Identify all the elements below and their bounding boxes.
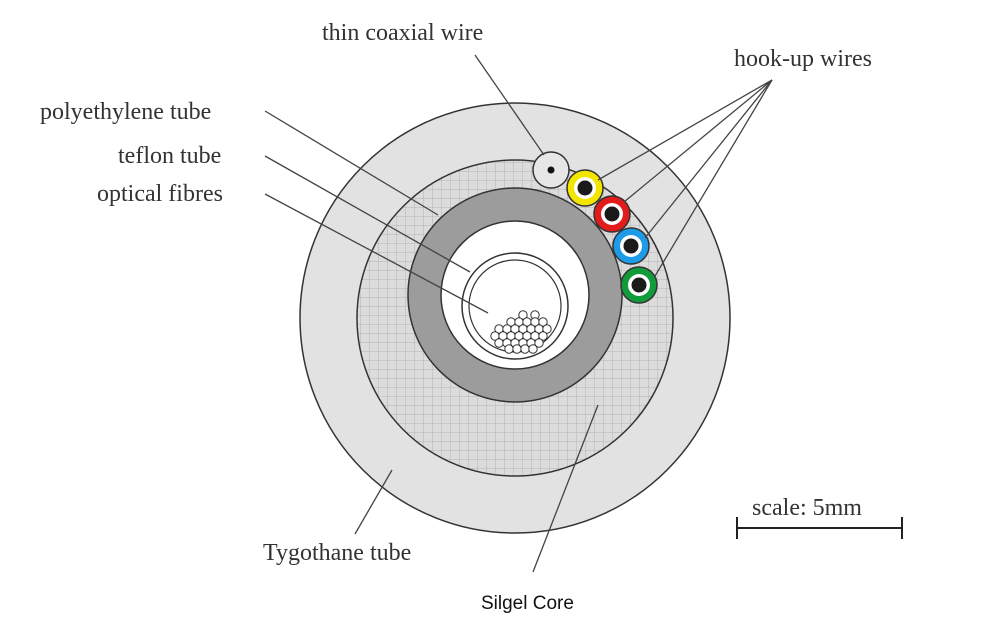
leader-tygothane [354, 469, 393, 535]
optical-fibre [494, 338, 504, 348]
black-dot-icon [623, 238, 639, 254]
leader-hookup-3 [644, 79, 773, 239]
leader-optical [264, 193, 489, 314]
leader-teflon [264, 155, 471, 273]
hookup-wire-green [620, 266, 658, 304]
optical-fibres [490, 310, 552, 354]
optical-fibre [542, 324, 552, 334]
leader-hookup-2 [623, 79, 773, 203]
black-dot-icon [604, 206, 620, 222]
leader-hookup-4 [654, 79, 773, 277]
leader-silgel [532, 404, 599, 573]
hookup-wire-blue [612, 227, 650, 265]
label-tygothane-tube: Tygothane tube [263, 540, 411, 566]
optical-fibre [520, 344, 530, 354]
optical-fibre [504, 344, 514, 354]
optical-fibre [528, 344, 538, 354]
leader-hookup-1 [597, 79, 773, 181]
hookup-wire-yellow [566, 169, 604, 207]
black-dot-icon [577, 180, 593, 196]
label-coaxial-wire: thin coaxial wire [322, 20, 483, 46]
coaxial-wire-core [547, 166, 555, 174]
caption-silgel-core: Silgel Core [481, 593, 574, 614]
leader-lines [264, 54, 773, 573]
black-dot-icon [631, 277, 647, 293]
label-teflon-tube: teflon tube [118, 143, 221, 169]
leader-polyethylene [264, 110, 439, 216]
label-optical-fibres: optical fibres [97, 181, 223, 207]
optical-fibre [512, 344, 522, 354]
label-hookup-wires: hook-up wires [734, 46, 872, 72]
optical-fibre [518, 310, 528, 320]
optical-fibre [538, 331, 548, 341]
optical-fibre [534, 338, 544, 348]
scale-bar [736, 517, 903, 539]
optical-fibre [538, 317, 548, 327]
hookup-wire-red [593, 195, 631, 233]
leader-coax [474, 54, 545, 156]
label-scale: scale: 5mm [752, 495, 862, 521]
label-polyethylene-tube: polyethylene tube [40, 99, 211, 125]
